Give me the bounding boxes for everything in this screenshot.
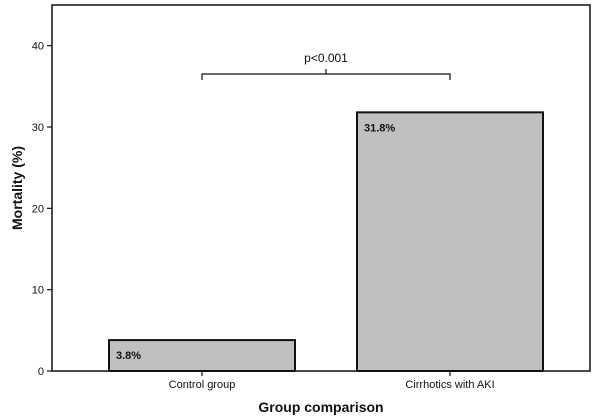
y-tick-label-0: 0 (38, 366, 44, 378)
y-tick-label-3: 30 (32, 122, 44, 134)
data-label-0: 3.8% (116, 350, 141, 362)
y-tick-label-2: 20 (32, 203, 44, 215)
y-axis-title: Mortality (%) (9, 146, 25, 230)
significance-bracket: p<0.001 (201, 51, 451, 80)
y-tick-label-4: 40 (32, 41, 44, 53)
plot-frame (51, 4, 591, 372)
bracket-line (201, 73, 451, 80)
bar-0 (108, 339, 296, 372)
bars: 3.8% 31.8% (108, 111, 544, 373)
x-axis-title: Group comparison (258, 399, 383, 415)
x-tick-label-0: Control group (169, 379, 236, 391)
data-label-1: 31.8% (364, 122, 395, 134)
y-axis: 0 10 20 30 40 (32, 41, 52, 378)
y-tick-label-1: 10 (32, 285, 44, 297)
x-axis: Control group Cirrhotics with AKI (169, 371, 495, 391)
bar-1 (356, 111, 544, 373)
x-tick-label-1: Cirrhotics with AKI (405, 379, 494, 391)
p-value-label: p<0.001 (304, 51, 348, 65)
